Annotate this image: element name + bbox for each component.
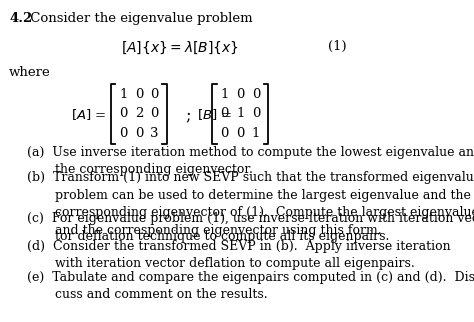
Text: 0: 0: [220, 108, 229, 120]
Text: 0: 0: [135, 127, 143, 139]
Text: (e)  Tabulate and compare the eigenpairs computed in (c) and (d).  Dis-
       c: (e) Tabulate and compare the eigenpairs …: [27, 271, 474, 301]
Text: Consider the eigenvalue problem: Consider the eigenvalue problem: [26, 12, 253, 25]
Text: 2: 2: [135, 108, 143, 120]
Text: ;: ;: [185, 106, 191, 123]
Text: (d)  Consider the transformed SEVP in (b).  Apply inverse iteration
       with : (d) Consider the transformed SEVP in (b)…: [27, 240, 451, 270]
Text: 0: 0: [252, 108, 260, 120]
Text: 1: 1: [119, 89, 128, 101]
Text: 0: 0: [236, 127, 245, 139]
Text: (a)  Use inverse iteration method to compute the lowest eigenvalue and
       th: (a) Use inverse iteration method to comp…: [27, 146, 474, 176]
Text: 1: 1: [236, 108, 245, 120]
Text: (b)  Transform (1) into new SEVP such that the transformed eigenvalue
       pro: (b) Transform (1) into new SEVP such tha…: [27, 171, 474, 237]
Text: 0: 0: [119, 127, 128, 139]
Text: 4.2: 4.2: [9, 12, 32, 25]
Text: 0: 0: [150, 89, 159, 101]
Text: 0: 0: [150, 108, 159, 120]
Text: 1: 1: [252, 127, 260, 139]
Text: $[B]$ =: $[B]$ =: [197, 108, 232, 122]
Text: $[A]\{x\} = \lambda[B]\{x\}$: $[A]\{x\} = \lambda[B]\{x\}$: [121, 40, 239, 56]
Text: 0: 0: [252, 89, 260, 101]
Text: 3: 3: [150, 127, 159, 139]
Text: 0: 0: [119, 108, 128, 120]
Text: 0: 0: [135, 89, 143, 101]
Text: 0: 0: [220, 127, 229, 139]
Text: 1: 1: [220, 89, 229, 101]
Text: (1): (1): [328, 40, 347, 52]
Text: 0: 0: [236, 89, 245, 101]
Text: where: where: [9, 66, 51, 79]
Text: $[A]$ =: $[A]$ =: [72, 108, 107, 122]
Text: (c)  For eigenvalue problem (1), use inverse iteration with iteration vec-
     : (c) For eigenvalue problem (1), use inve…: [27, 213, 474, 243]
